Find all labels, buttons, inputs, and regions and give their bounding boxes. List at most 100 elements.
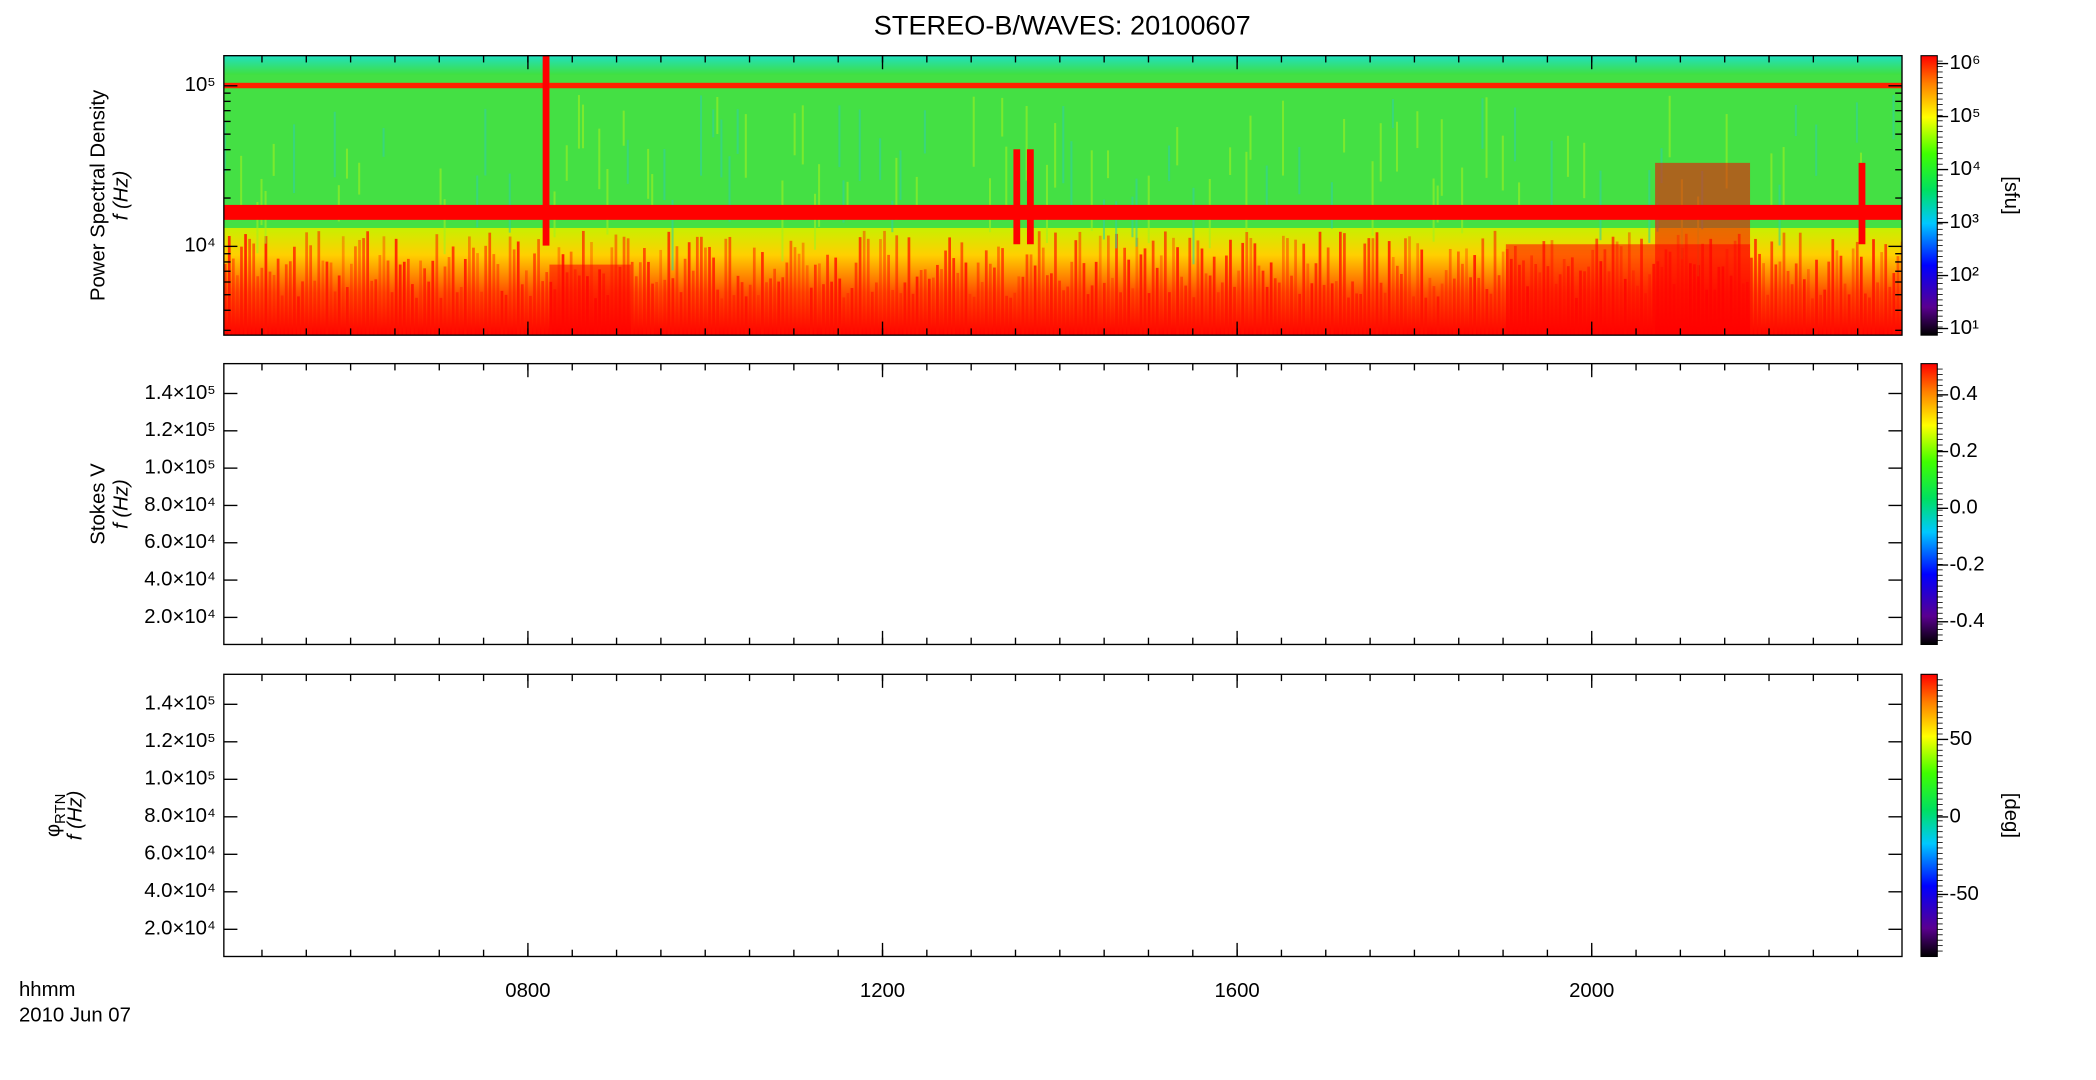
spectrogram-streak	[1196, 240, 1200, 336]
colorbar	[1920, 673, 1938, 958]
spectrogram-streak	[240, 155, 243, 210]
spectrogram-streak	[1082, 263, 1086, 336]
spectrogram-streak	[679, 292, 683, 336]
spectrogram-burst	[542, 55, 550, 246]
spectrogram-streak	[1269, 262, 1273, 336]
spectrogram-streak	[1876, 282, 1879, 336]
spectrogram-streak	[1245, 151, 1248, 232]
plot-frame	[223, 362, 1903, 646]
spectrogram-streak	[1485, 97, 1488, 178]
spectrogram-streak	[1864, 293, 1867, 336]
spectrogram-top-band	[223, 55, 1903, 75]
spectrogram-streak	[805, 265, 809, 336]
spectrogram-streak	[1481, 238, 1485, 336]
spectrogram-streak	[1485, 289, 1489, 336]
spectrogram-streak	[1143, 248, 1147, 336]
y-tick-label: 1.0×10⁵	[145, 768, 216, 790]
spectrogram-streak	[366, 231, 370, 336]
spectrogram-streak	[1379, 282, 1383, 336]
spectrogram-streak	[858, 109, 861, 181]
spectrogram-streak	[1668, 95, 1671, 158]
spectrogram-streak	[895, 235, 899, 336]
spectrogram-streak	[297, 296, 300, 336]
spectrogram-streak	[752, 247, 756, 336]
spectrogram-streak	[647, 261, 650, 336]
spectrogram-streak	[1770, 241, 1774, 336]
spectrogram-streak	[830, 281, 833, 336]
spectrogram-streak	[1778, 261, 1782, 336]
spectrogram-streak	[875, 282, 878, 336]
spectrogram-streak	[317, 231, 321, 336]
spectrogram-streak	[854, 262, 858, 336]
spectrogram-streak	[793, 113, 796, 156]
spectrogram-streak	[687, 242, 691, 336]
spectrogram-streak	[1107, 150, 1110, 179]
spectrogram-streak	[1208, 275, 1212, 336]
spectrogram-streak	[1127, 259, 1131, 336]
x-tick-label: 2000	[1569, 980, 1614, 1002]
spectrogram-streak	[1440, 119, 1443, 196]
spectrogram-streak	[809, 287, 813, 336]
spectrogram-streak	[1811, 298, 1814, 336]
y-tick-label: 10⁵	[185, 74, 216, 96]
spectrogram-streak	[419, 260, 422, 336]
spectrogram-streak	[879, 138, 882, 181]
spectrogram-streak	[781, 180, 784, 262]
spectrogram-streak	[541, 281, 545, 336]
spectrogram-streak	[1868, 297, 1871, 336]
spectrogram-streak	[1290, 275, 1293, 336]
spectrogram-streak	[1021, 276, 1025, 336]
spectrogram-streak	[1831, 239, 1835, 336]
spectrogram-streak	[1265, 165, 1268, 205]
spectrogram-streak	[370, 280, 374, 336]
spectrogram-streak	[598, 128, 601, 190]
spectrogram-streak	[736, 109, 739, 154]
spectrogram-streak	[879, 239, 882, 336]
spectrogram-streak	[1855, 102, 1858, 143]
spectrogram-streak	[1355, 293, 1358, 336]
spectrogram-streak	[1233, 286, 1236, 336]
spectrogram-streak	[997, 246, 1000, 336]
spectrogram-streak	[638, 262, 642, 336]
spectrogram-streak	[1412, 296, 1415, 336]
spectrogram-streak	[1444, 270, 1448, 336]
spectrogram-streak	[248, 238, 251, 336]
x-tick-label: 1600	[1215, 980, 1260, 1002]
spectrogram-streak	[354, 246, 357, 336]
spectrogram-streak	[813, 264, 817, 336]
spectrogram-streak	[305, 232, 308, 336]
spectrogram-streak	[1302, 243, 1306, 336]
spectrogram-streak	[1310, 283, 1314, 336]
spectrogram-streak	[345, 287, 349, 336]
spectrogram-streak	[1286, 238, 1289, 336]
colorbar-tick-label: 50	[1949, 728, 1972, 750]
spectrogram-streak	[1314, 263, 1318, 336]
spectrogram-streak	[1383, 292, 1387, 336]
spectrogram-streak	[1045, 164, 1048, 243]
spectrogram-streak	[378, 255, 382, 336]
spectrogram-streak	[813, 193, 817, 250]
spectrogram-streak	[451, 246, 455, 336]
spectrogram-streak	[1448, 248, 1452, 336]
y-axis-label-unit: f (Hz)	[64, 791, 86, 841]
colorbar-tick-label: -0.4	[1949, 610, 1984, 632]
y-axis-label: Power Spectral Density	[87, 89, 109, 301]
spectrogram-streak	[1265, 286, 1269, 336]
spectrogram-streak	[1794, 104, 1797, 137]
spectrogram-streak	[1367, 238, 1371, 336]
spectrogram-streak	[923, 110, 926, 154]
spectrogram-streak	[858, 237, 862, 336]
spectrogram-streak	[1005, 146, 1008, 214]
spectrogram-streak	[1139, 254, 1143, 336]
spectrogram-streak	[1298, 293, 1302, 336]
spectrogram-streak	[1176, 247, 1179, 336]
spectrogram-streak	[1062, 106, 1065, 184]
spectrogram-streak	[484, 108, 487, 176]
spectrogram-streak	[887, 254, 890, 336]
spectrogram-streak	[797, 253, 801, 336]
spectrogram-streak	[716, 289, 720, 336]
spectrogram-streak	[1807, 269, 1810, 336]
spectrogram-streak	[520, 284, 524, 336]
spectrogram-streak	[915, 176, 918, 206]
spectrogram-streak	[260, 267, 264, 336]
